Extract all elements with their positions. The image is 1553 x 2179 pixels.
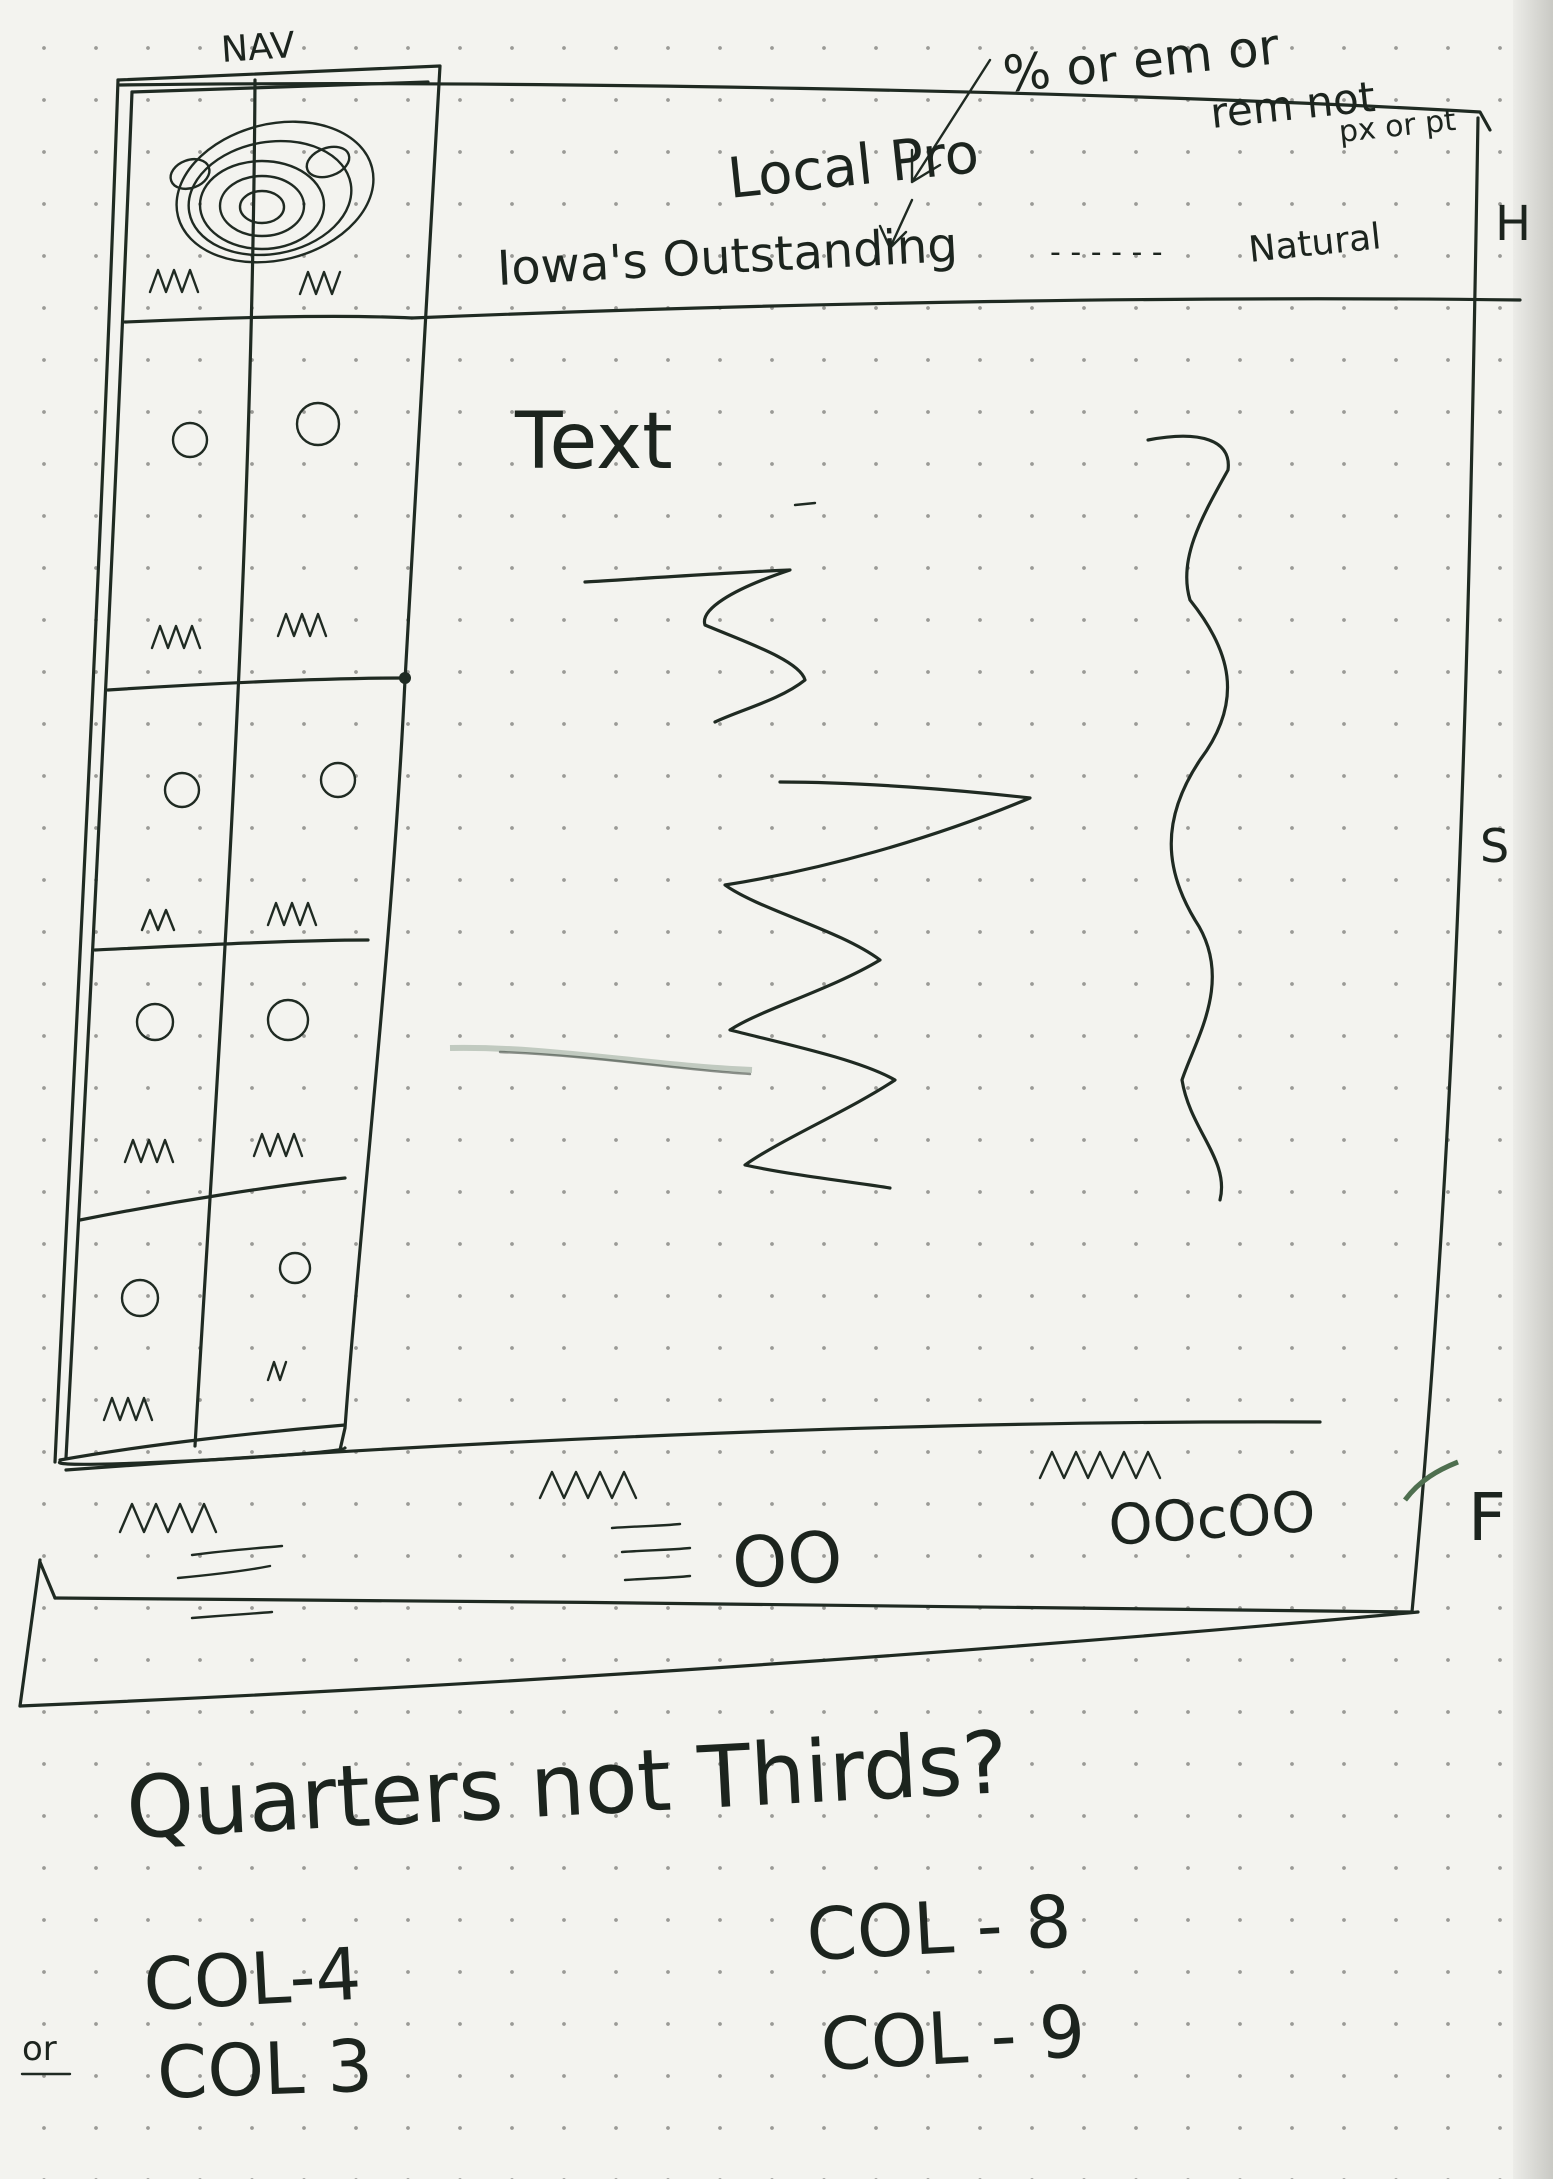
footer-divider xyxy=(64,1420,1322,1472)
logo-note: Local Pro xyxy=(725,121,982,212)
column-squiggle xyxy=(1146,434,1230,1202)
notes-section: Quarters not Thirds? COL-4 or COL 3 COL … xyxy=(20,1713,1087,2115)
notebook-page-edge xyxy=(1513,0,1553,2179)
text-squiggle-2 xyxy=(723,780,1032,1190)
logo-arrow-icon xyxy=(878,198,914,250)
header-marker: H xyxy=(1495,196,1531,252)
green-smudge xyxy=(1403,1459,1459,1502)
header-divider xyxy=(410,297,1522,320)
header-ellipsis: - - - - - - xyxy=(1050,235,1163,270)
footer-circles: OO xyxy=(729,1515,845,1604)
section-marker: S xyxy=(1480,819,1509,873)
page-frame xyxy=(18,82,1492,1708)
col-right-1: COL - 8 xyxy=(804,1879,1073,1977)
question-note: Quarters not Thirds? xyxy=(124,1713,1010,1859)
col-right-2: COL - 9 xyxy=(818,1989,1087,2087)
header-tail: Natural xyxy=(1247,216,1383,271)
eraser-smudge xyxy=(449,1044,753,1073)
nav-cell-4 xyxy=(102,1251,312,1422)
nav-label: NAV xyxy=(220,25,297,71)
header: NAV % or em or rem not px or pt Local Pr… xyxy=(220,17,1531,297)
nav-cell-2 xyxy=(140,761,357,932)
footer-dots: OOcOO xyxy=(1106,1480,1317,1559)
faint-stroke xyxy=(498,1050,752,1076)
footer-marker: F xyxy=(1468,1479,1506,1556)
col-left-1: COL-4 xyxy=(141,1932,363,2027)
main-content: Text S xyxy=(449,397,1509,1202)
header-title: Iowa's Outstanding xyxy=(496,217,959,297)
nav-cell-1 xyxy=(150,401,341,650)
logo-sketch-icon xyxy=(148,120,375,296)
nav-column xyxy=(53,64,442,1466)
text-squiggle-1 xyxy=(583,568,807,724)
nav-cell-3 xyxy=(123,998,310,1164)
col-left-2: COL 3 xyxy=(156,2024,375,2115)
content-text-label: Text xyxy=(514,397,673,487)
footer: OO OOcOO F xyxy=(64,1420,1506,1620)
content-dash xyxy=(793,501,817,507)
units-arrow-icon xyxy=(910,58,992,184)
margin-mark: or xyxy=(22,2029,57,2069)
